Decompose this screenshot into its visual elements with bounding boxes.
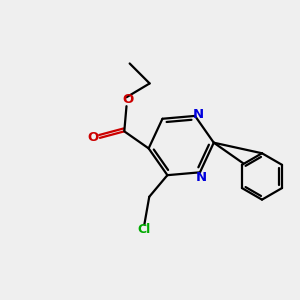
Text: N: N <box>193 108 204 121</box>
Text: N: N <box>196 171 207 184</box>
Text: O: O <box>122 93 134 106</box>
Text: O: O <box>88 131 99 144</box>
Text: Cl: Cl <box>138 224 151 236</box>
